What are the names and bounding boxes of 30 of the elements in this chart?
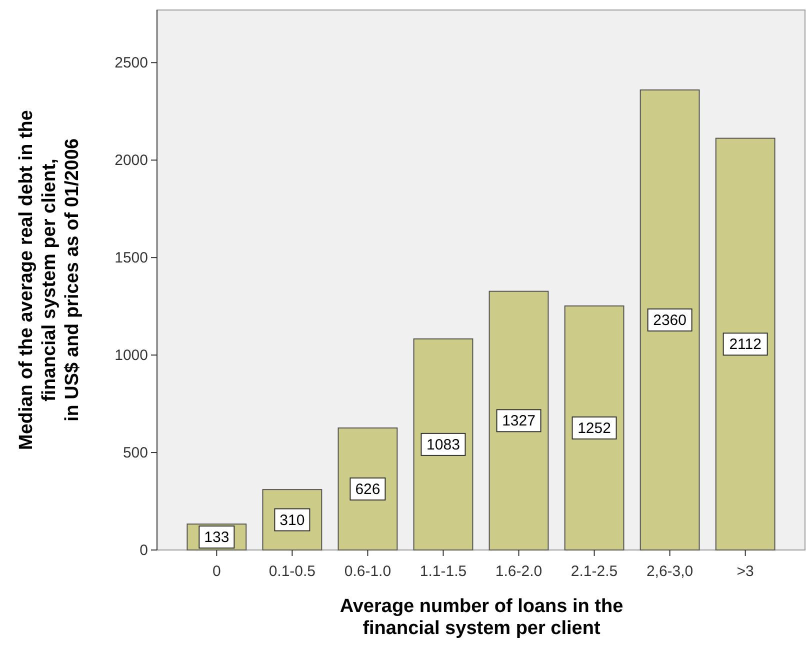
- data-label: 2112: [729, 336, 762, 354]
- bar: [413, 338, 474, 550]
- x-tick-label: 2,6-3,0: [646, 563, 694, 580]
- y-tick-label: 2500: [114, 54, 148, 72]
- data-label: 133: [204, 529, 230, 546]
- data-label: 1327: [502, 412, 536, 430]
- x-tick-label: 0: [212, 563, 221, 580]
- x-axis-title: Average number of loans in the financial system per client: [340, 596, 624, 639]
- bar: [640, 89, 700, 550]
- x-tick-label: 1.6-2.0: [495, 563, 542, 580]
- y-tick-label: 1000: [114, 347, 148, 364]
- y-tick-label: 500: [122, 444, 148, 462]
- x-tick-label: 0.6-1.0: [344, 563, 392, 580]
- y-tick-label: 0: [140, 542, 148, 559]
- bar: [564, 305, 624, 550]
- data-label: 1083: [426, 436, 460, 454]
- x-tick-label: >3: [736, 563, 754, 580]
- bar: [338, 427, 398, 550]
- x-tick-label: 0.1-0.5: [268, 563, 316, 580]
- bar: [488, 290, 549, 550]
- x-tick-label: 2.1-2.5: [570, 563, 618, 580]
- bar: [715, 138, 776, 550]
- data-label: 310: [280, 512, 305, 529]
- data-label: 1252: [578, 420, 611, 437]
- x-tick-label: 1.1-1.5: [420, 563, 467, 580]
- data-label: 2360: [653, 312, 686, 329]
- data-label: 626: [355, 480, 380, 498]
- y-tick-label: 2000: [114, 152, 148, 170]
- y-tick-label: 1500: [114, 250, 148, 267]
- y-axis-title: Median of the average real debt in the financial system per client, in US$ and prices as of 01/2006: [16, 110, 83, 450]
